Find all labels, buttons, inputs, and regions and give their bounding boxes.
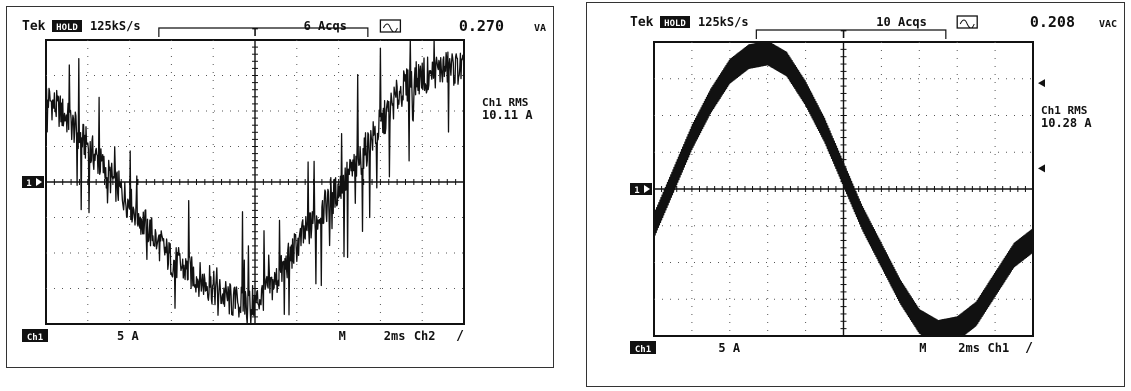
waveform-trace <box>653 41 1034 337</box>
vertical-scale: 5 A <box>117 329 139 343</box>
ground-marker <box>630 183 652 195</box>
trigger-position-icon: T <box>252 26 259 39</box>
readout-value: 0.270 <box>459 17 504 35</box>
brand-label: Tek <box>630 15 654 30</box>
trigger-level-arrow-icon <box>1038 79 1045 88</box>
run-state-badge <box>52 20 82 32</box>
ground-arrow-icon <box>36 178 42 186</box>
ground-marker-label: 1 <box>26 179 31 189</box>
brand-label: Tek <box>22 19 46 34</box>
run-state-label: HOLD <box>664 19 686 29</box>
oscilloscope-screenshot-left: Tek HOLD 125kS/s 6 Acqs T 0.270 VA Ch1 RMS 10.11… <box>6 6 554 368</box>
readout-value: 0.208 <box>1030 13 1075 31</box>
timebase-mode: M <box>919 341 926 355</box>
vertical-scale: 5 A <box>718 341 740 355</box>
acquisitions-label: 6 Acqs <box>304 19 347 33</box>
readout-unit: VAC <box>1099 19 1117 30</box>
trigger-source: Ch1 <box>988 341 1010 355</box>
waveform-trace <box>45 39 465 325</box>
measurement-label: Ch1 RMS <box>1041 104 1087 117</box>
ground-arrow-icon <box>644 185 650 193</box>
scope-svg: Tek HOLD 125kS/s 10 Acqs T 0.208 VAC Ch1 RMS10.… <box>586 2 1125 387</box>
measurement-label: Ch1 RMS <box>482 96 528 109</box>
readout-unit: VA <box>534 23 546 34</box>
run-state-badge <box>660 16 690 28</box>
measurement-value: 10.28 A <box>1041 116 1092 130</box>
record-bracket <box>158 27 369 37</box>
record-bracket <box>755 29 947 39</box>
trigger-level-arrow-icon <box>1038 164 1045 173</box>
trigger-slope: / <box>456 329 464 344</box>
ground-marker-label: 1 <box>634 186 639 196</box>
trigger-slope: / <box>1025 341 1033 356</box>
oscilloscope-screenshot-right: Tek HOLD 125kS/s 10 Acqs T 0.208 VAC Ch1 RMS 10.… <box>586 2 1125 387</box>
timebase-mode: M <box>339 329 346 343</box>
timebase: 2ms <box>958 341 980 355</box>
sample-rate-label: 125kS/s <box>90 19 141 33</box>
measure-icon <box>956 15 978 29</box>
channel-badge <box>22 329 48 342</box>
channel-badge-label: Ch1 <box>635 345 651 355</box>
sine-glyph-icon <box>382 23 398 33</box>
ground-marker <box>22 176 44 188</box>
trigger-position-icon: T <box>840 28 847 41</box>
screenshot-border <box>6 6 554 368</box>
measure-icon <box>379 19 402 33</box>
scope-svg: Tek HOLD 125kS/s 6 Acqs T 0.270 VA Ch1 RMS10.11… <box>6 6 554 368</box>
timebase: 2ms <box>384 329 406 343</box>
acquisitions-label: 10 Acqs <box>876 15 927 29</box>
channel-badge-label: Ch1 <box>27 333 43 343</box>
measurement-value: 10.11 A <box>482 108 533 122</box>
trigger-source: Ch2 <box>414 329 436 343</box>
run-state-label: HOLD <box>56 23 78 33</box>
sample-rate-label: 125kS/s <box>698 15 749 29</box>
sine-glyph-icon <box>959 19 975 29</box>
channel-badge <box>630 341 656 354</box>
